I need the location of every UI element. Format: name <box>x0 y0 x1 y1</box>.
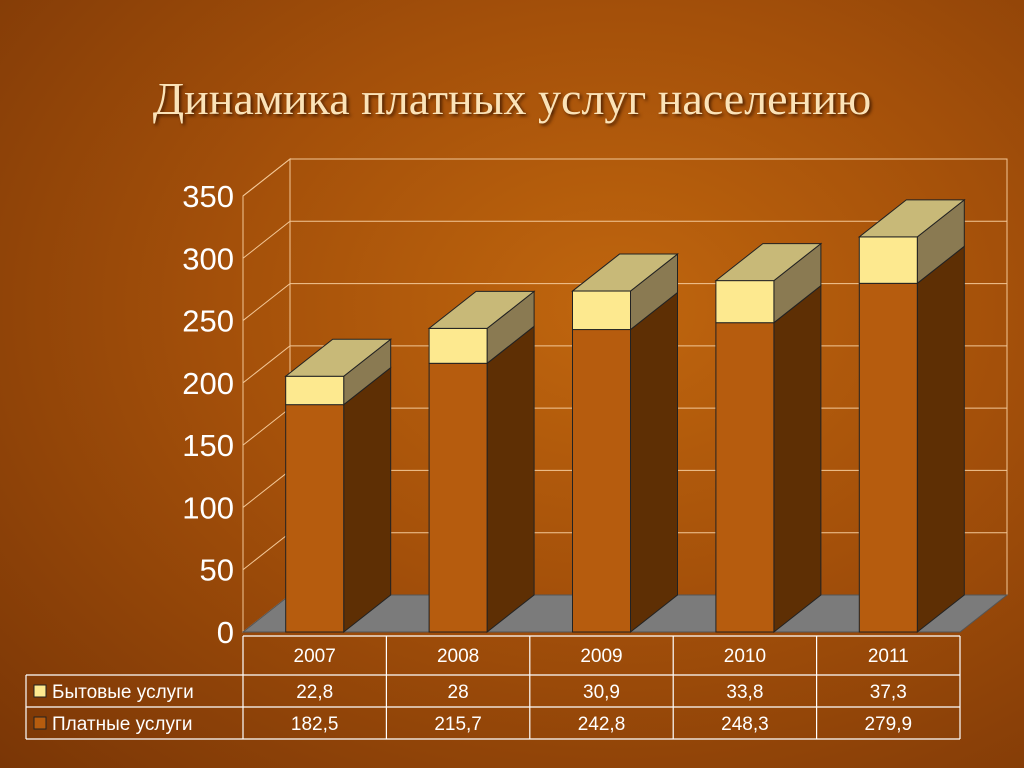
table-cell-0-4: 37,3 <box>870 682 907 703</box>
bar-side-2008-0 <box>486 325 535 634</box>
bar-2009-1 <box>572 290 631 331</box>
slide-title: Динамика платных услуг населению <box>152 73 872 124</box>
table-cell-0-2: 30,9 <box>583 682 620 703</box>
gridline <box>242 158 1007 197</box>
y-tick-label: 350 <box>182 179 234 214</box>
bar-side-2011-0 <box>916 245 965 634</box>
table-row-label-0: Бытовые услуги <box>52 682 194 703</box>
bar-2008-0 <box>428 362 488 633</box>
bar-2008-1 <box>428 327 488 364</box>
bar-2010-0 <box>715 322 775 633</box>
table-cell-1-0: 182,5 <box>291 714 339 735</box>
legend-key-0 <box>33 684 47 698</box>
bar-side-2010-0 <box>773 284 822 634</box>
y-tick-label: 100 <box>182 490 234 525</box>
bar-top-2007 <box>284 338 393 377</box>
table-header-2009: 2009 <box>580 646 622 667</box>
bar-2007-1 <box>285 375 345 406</box>
bar-top-2010 <box>714 243 823 282</box>
y-tick-label: 300 <box>182 241 234 276</box>
table-cell-1-2: 242,8 <box>578 714 626 735</box>
bar-2010-1 <box>715 280 775 324</box>
y-tick-label: 50 <box>200 553 234 588</box>
bar-2011-0 <box>858 282 918 633</box>
bar-top-2008 <box>427 290 536 329</box>
table-header-2008: 2008 <box>437 646 479 667</box>
table-cell-1-4: 279,9 <box>865 714 913 735</box>
table-cell-1-3: 248,3 <box>721 714 769 735</box>
table-header-2011: 2011 <box>868 646 909 667</box>
table-cell-0-3: 33,8 <box>726 682 763 703</box>
y-tick-label: 150 <box>182 428 234 463</box>
bar-top-2011 <box>857 199 966 238</box>
table-header-2007: 2007 <box>294 646 336 667</box>
y-tick-label: 200 <box>182 366 234 401</box>
bar-side-2007-0 <box>343 366 392 634</box>
chart-bars <box>284 198 966 634</box>
y-tick-label: 0 <box>217 615 234 650</box>
side-wall <box>242 157 291 634</box>
bar-side-2009-0 <box>630 291 678 634</box>
table-cell-0-0: 22,8 <box>296 682 333 703</box>
data-table: 2007 2008 2009 2010 2011 Бытовые услуги 22,8 28… <box>25 635 961 740</box>
table-cell-1-1: 215,7 <box>434 714 482 735</box>
bar-2011-1 <box>858 236 918 284</box>
table-header-2010: 2010 <box>724 646 766 667</box>
bar-2009-0 <box>572 329 631 633</box>
table-row-label-1: Платные услуги <box>52 714 193 735</box>
table-cell-0-1: 28 <box>448 682 469 703</box>
bar-2007-0 <box>285 404 345 633</box>
y-tick-label: 250 <box>182 304 234 339</box>
y-axis-ticks: 0 50 100 150 200 250 300 350 <box>182 179 234 650</box>
bar-top-2009 <box>571 253 679 292</box>
gridline <box>242 220 1007 259</box>
legend-key-1 <box>33 716 47 730</box>
